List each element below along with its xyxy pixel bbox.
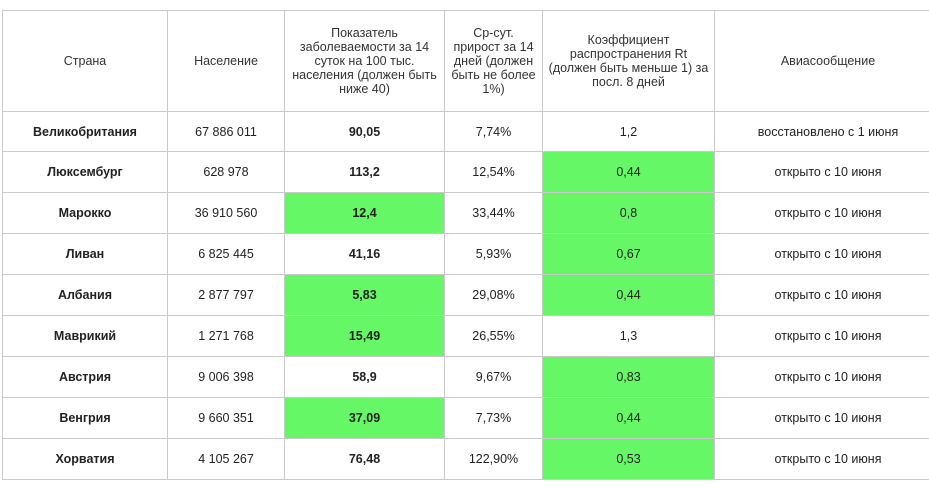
header-flights: Авиасообщение: [714, 10, 929, 112]
cell-incidence: 15,49: [284, 315, 445, 357]
cell-country: Маврикий: [2, 315, 168, 357]
cell-flights: открыто с 10 июня: [714, 356, 929, 398]
covid-country-table: Страна Население Показатель заболеваемос…: [2, 10, 929, 480]
cell-incidence: 37,09: [284, 397, 445, 439]
header-country: Страна: [2, 10, 168, 112]
cell-rt: 0,53: [542, 438, 715, 480]
cell-population: 4 105 267: [167, 438, 285, 480]
cell-growth: 12,54%: [444, 151, 543, 193]
cell-growth: 7,73%: [444, 397, 543, 439]
cell-rt: 0,67: [542, 233, 715, 275]
cell-incidence: 5,83: [284, 274, 445, 316]
cell-rt: 0,44: [542, 397, 715, 439]
cell-country: Люксембург: [2, 151, 168, 193]
cell-flights: открыто с 10 июня: [714, 274, 929, 316]
header-rt: Коэффициент распространения Rt (должен б…: [542, 10, 715, 112]
cell-population: 36 910 560: [167, 192, 285, 234]
table-row: Хорватия 4 105 267 76,48 122,90% 0,53 открыто…: [2, 438, 929, 480]
table-row: Маврикий 1 271 768 15,49 26,55% 1,3 открыто с…: [2, 315, 929, 357]
cell-rt: 0,83: [542, 356, 715, 398]
cell-population: 6 825 445: [167, 233, 285, 275]
cell-rt: 1,3: [542, 315, 715, 357]
cell-rt: 0,44: [542, 274, 715, 316]
cell-flights: открыто с 10 июня: [714, 151, 929, 193]
table-row: Ливан 6 825 445 41,16 5,93% 0,67 открыто с 10…: [2, 233, 929, 275]
cell-population: 9 006 398: [167, 356, 285, 398]
cell-incidence: 58,9: [284, 356, 445, 398]
cell-growth: 9,67%: [444, 356, 543, 398]
cell-rt: 0,44: [542, 151, 715, 193]
cell-country: Албания: [2, 274, 168, 316]
cell-flights: открыто с 10 июня: [714, 233, 929, 275]
cell-country: Австрия: [2, 356, 168, 398]
table-row: Австрия 9 006 398 58,9 9,67% 0,83 открыто с 1…: [2, 356, 929, 398]
cell-rt: 0,8: [542, 192, 715, 234]
cell-rt: 1,2: [542, 111, 715, 152]
header-population: Население: [167, 10, 285, 112]
table-row: Албания 2 877 797 5,83 29,08% 0,44 открыто с …: [2, 274, 929, 316]
cell-flights: открыто с 10 июня: [714, 315, 929, 357]
cell-growth: 5,93%: [444, 233, 543, 275]
cell-incidence: 12,4: [284, 192, 445, 234]
cell-population: 2 877 797: [167, 274, 285, 316]
cell-population: 628 978: [167, 151, 285, 193]
cell-country: Ливан: [2, 233, 168, 275]
cell-country: Венгрия: [2, 397, 168, 439]
header-row: Страна Население Показатель заболеваемос…: [2, 10, 929, 112]
cell-incidence: 76,48: [284, 438, 445, 480]
cell-growth: 26,55%: [444, 315, 543, 357]
cell-population: 67 886 011: [167, 111, 285, 152]
cell-growth: 33,44%: [444, 192, 543, 234]
cell-growth: 122,90%: [444, 438, 543, 480]
header-incidence: Показатель заболеваемости за 14 суток на…: [284, 10, 445, 112]
table-row: Марокко 36 910 560 12,4 33,44% 0,8 открыто с …: [2, 192, 929, 234]
table-row: Великобритания 67 886 011 90,05 7,74% 1,2 вос…: [2, 111, 929, 152]
cell-incidence: 90,05: [284, 111, 445, 152]
cell-growth: 7,74%: [444, 111, 543, 152]
cell-flights: восстановлено с 1 июня: [714, 111, 929, 152]
cell-country: Марокко: [2, 192, 168, 234]
table-body: Великобритания 67 886 011 90,05 7,74% 1,2 вос…: [2, 111, 929, 480]
cell-flights: открыто с 10 июня: [714, 397, 929, 439]
cell-incidence: 113,2: [284, 151, 445, 193]
cell-population: 1 271 768: [167, 315, 285, 357]
table-row: Венгрия 9 660 351 37,09 7,73% 0,44 открыто с …: [2, 397, 929, 439]
cell-flights: открыто с 10 июня: [714, 438, 929, 480]
cell-country: Великобритания: [2, 111, 168, 152]
header-growth: Ср-сут. прирост за 14 дней (должен быть …: [444, 10, 543, 112]
cell-flights: открыто с 10 июня: [714, 192, 929, 234]
table-row: Люксембург 628 978 113,2 12,54% 0,44 открыто …: [2, 151, 929, 193]
cell-growth: 29,08%: [444, 274, 543, 316]
cell-country: Хорватия: [2, 438, 168, 480]
cell-population: 9 660 351: [167, 397, 285, 439]
cell-incidence: 41,16: [284, 233, 445, 275]
